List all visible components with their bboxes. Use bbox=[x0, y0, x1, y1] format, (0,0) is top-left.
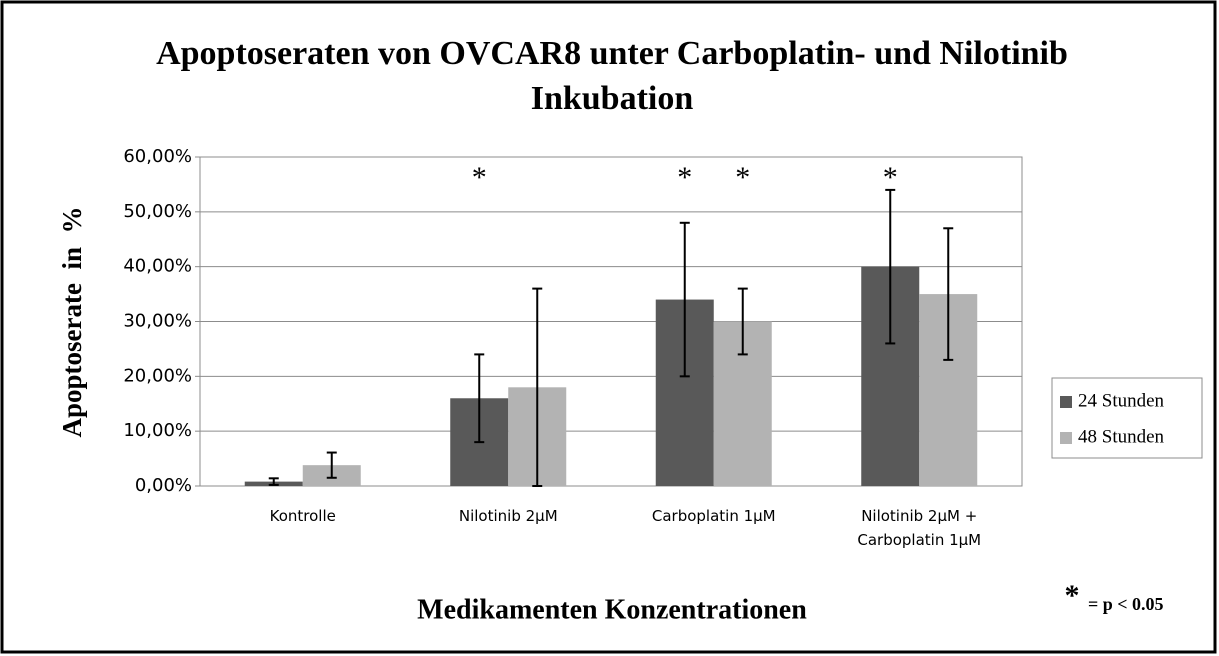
chart-title-line: Inkubation bbox=[531, 80, 694, 117]
x-tick-label: Nilotinib 2µM + Carboplatin 1µM bbox=[857, 507, 982, 549]
significance-marker: * bbox=[883, 161, 898, 194]
error-bar bbox=[474, 353, 485, 444]
y-tick-label: 0,00% bbox=[135, 475, 192, 496]
legend-swatch bbox=[1060, 432, 1072, 444]
error-bar bbox=[326, 451, 337, 479]
error-bar bbox=[885, 188, 896, 345]
legend-box bbox=[1051, 377, 1203, 459]
y-tick-label: 60,00% bbox=[123, 146, 192, 167]
y-tick-label: 10,00% bbox=[123, 420, 192, 441]
chart-title: Apoptoseraten von OVCAR8 unter Carboplat… bbox=[156, 35, 1068, 72]
significance-marker: * bbox=[735, 161, 750, 194]
y-tick-label: 50,00% bbox=[123, 201, 192, 222]
error-bar bbox=[532, 287, 543, 487]
error-bar bbox=[679, 221, 690, 378]
significance-marker: * bbox=[677, 161, 692, 194]
x-tick-label: Carboplatin 1µM bbox=[651, 507, 776, 525]
legend-label: 24 Stunden bbox=[1078, 390, 1165, 411]
significance-marker: * bbox=[472, 161, 487, 194]
y-tick-label: 30,00% bbox=[123, 311, 192, 332]
legend-label: 48 Stunden bbox=[1078, 426, 1165, 447]
note-symbol: * bbox=[1065, 579, 1080, 612]
y-axis-label: Apoptoserate in % bbox=[57, 207, 87, 438]
note-text: = p < 0.05 bbox=[1088, 594, 1164, 614]
y-tick-label: 20,00% bbox=[123, 365, 192, 386]
error-bar bbox=[737, 287, 748, 356]
x-tick-label: Kontrolle bbox=[269, 507, 336, 525]
x-axis-label: Medikamenten Konzentrationen bbox=[417, 594, 807, 625]
plot-area bbox=[199, 156, 1023, 487]
legend-swatch bbox=[1060, 396, 1072, 408]
y-tick-label: 40,00% bbox=[123, 256, 192, 277]
x-tick-label: Nilotinib 2µM bbox=[458, 507, 558, 525]
error-bar bbox=[943, 227, 954, 361]
error-bar bbox=[268, 477, 279, 486]
